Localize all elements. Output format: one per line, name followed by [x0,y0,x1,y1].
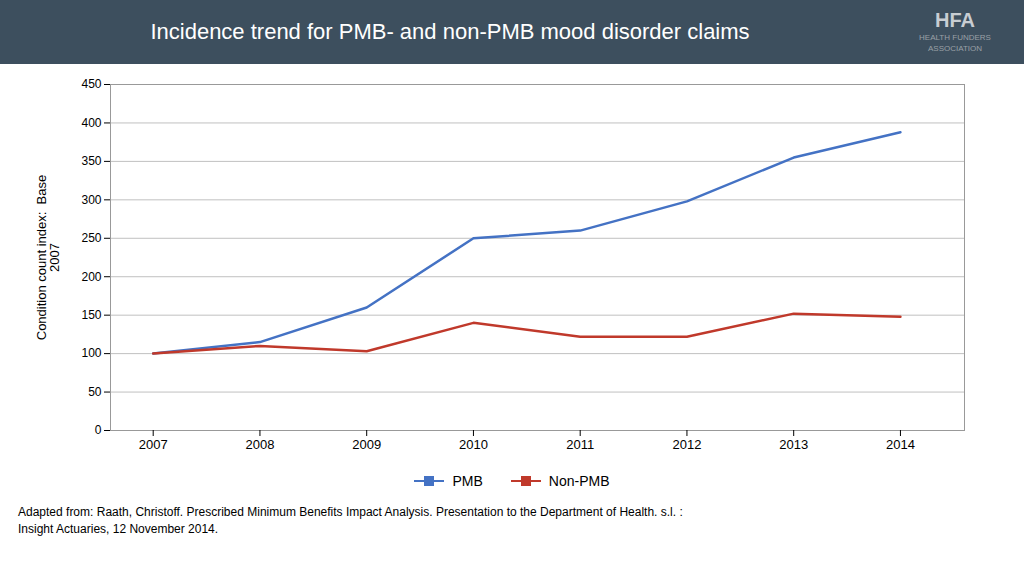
svg-text:150: 150 [81,308,101,322]
html-text:HEALTH FUNDERS: HEALTH FUNDERS [919,33,991,42]
svg-text:Condition count index: Base20: Condition count index: Base2007 [34,175,62,341]
html-text:ASSOCIATION: ASSOCIATION [928,44,982,53]
svg-text:400: 400 [81,116,101,130]
svg-text:2011: 2011 [566,437,594,452]
html-text:Non-PMB: Non-PMB [548,473,610,489]
svg-text:2014: 2014 [886,437,915,452]
svg-text:2010: 2010 [459,437,488,452]
svg-text:2012: 2012 [672,437,701,452]
svg-text:2009: 2009 [352,437,381,452]
svg-text:250: 250 [81,231,101,245]
svg-text:2013: 2013 [779,437,808,452]
svg-text:2008: 2008 [245,437,274,452]
svg-text:200: 200 [81,270,101,284]
svg-text:50: 50 [88,385,102,399]
html-text:PMB: PMB [452,473,483,489]
html-text:Incidence trend for PMB- and n: Incidence trend for PMB- and non-PMB moo… [150,19,750,44]
svg-text:300: 300 [81,193,101,207]
svg-text:100: 100 [81,346,101,360]
svg-text:450: 450 [81,77,101,91]
html-text:Insight Actuaries, 12 November: Insight Actuaries, 12 November 2014. [18,522,219,536]
svg-text:350: 350 [81,154,101,168]
svg-text:2007: 2007 [139,437,168,452]
svg-text:0: 0 [95,423,102,437]
html-text:HFA: HFA [935,9,975,31]
html-text:Adapted from: Raath, Christoff: Adapted from: Raath, Christoff. Prescrib… [18,505,683,519]
